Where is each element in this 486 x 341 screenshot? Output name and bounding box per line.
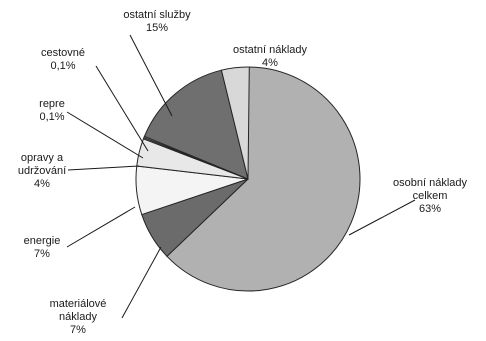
pie-slices (135, 66, 361, 292)
slice-label-3: opravy a udržování 4% (18, 152, 66, 190)
slice-label-7: ostatní náklady 4% (233, 44, 307, 69)
slice-labels: osobní náklady celkem 63% materiálové náklad… (18, 9, 468, 336)
pie-slice-7 (220, 66, 250, 180)
leader-line-6 (129, 34, 173, 117)
leader-line-5 (95, 65, 149, 152)
slice-label-6: ostatní služby 15% (123, 9, 191, 34)
leader-line-4 (66, 111, 144, 159)
pie-slice-0 (166, 66, 361, 292)
leader-line-3 (67, 165, 140, 171)
leader-lines (66, 34, 416, 319)
slice-label-0: osobní náklady celkem 63% (393, 177, 467, 215)
slice-label-2: energie 7% (24, 235, 61, 260)
leader-line-0 (348, 199, 416, 236)
pie-slice-6 (143, 69, 249, 180)
slice-label-1: materiálové náklady 7% (50, 298, 107, 336)
slice-label-5: cestovné 0,1% (41, 47, 85, 72)
leader-line-1 (121, 246, 162, 319)
leader-line-2 (66, 206, 136, 248)
slice-label-4: repre 0,1% (39, 98, 65, 123)
